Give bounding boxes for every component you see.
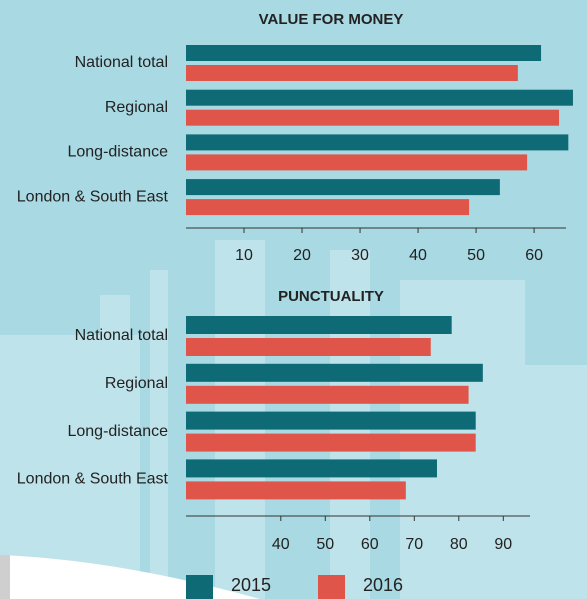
- legend-swatch: [186, 575, 213, 599]
- bar: [186, 433, 476, 452]
- bar: [186, 89, 573, 106]
- y-tick-label: Regional: [105, 375, 168, 392]
- y-tick-label: Long-distance: [67, 144, 168, 161]
- chart-title: PUNCTUALITY: [278, 288, 384, 305]
- y-tick-label: London & South East: [17, 188, 169, 205]
- chart-title: VALUE FOR MONEY: [259, 11, 404, 28]
- legend-label: 2015: [231, 575, 271, 595]
- decor-bar: [0, 555, 10, 599]
- bar: [186, 134, 569, 151]
- x-tick-label: 60: [525, 247, 543, 264]
- bar: [186, 459, 437, 478]
- x-tick-label: 70: [405, 536, 423, 553]
- bar: [186, 65, 518, 81]
- y-tick-label: Long-distance: [67, 423, 168, 440]
- y-tick-label: National total: [75, 54, 168, 71]
- bar: [186, 154, 528, 171]
- bar: [186, 363, 483, 382]
- x-tick-label: 10: [235, 247, 253, 264]
- x-tick-label: 30: [351, 247, 369, 264]
- x-tick-label: 40: [409, 247, 427, 264]
- y-tick-label: London & South East: [17, 471, 169, 488]
- y-tick-label: National total: [75, 327, 168, 344]
- bar: [186, 109, 560, 126]
- x-tick-label: 50: [467, 247, 485, 264]
- x-tick-label: 20: [293, 247, 311, 264]
- x-tick-label: 80: [450, 536, 468, 553]
- y-tick-label: Regional: [105, 99, 168, 116]
- bar: [186, 338, 431, 356]
- x-tick-label: 90: [494, 536, 512, 553]
- bar: [186, 411, 476, 430]
- x-tick-label: 60: [361, 536, 379, 553]
- bar: [186, 45, 542, 61]
- legend-label: 2016: [363, 575, 403, 595]
- x-tick-label: 50: [316, 536, 334, 553]
- bar: [186, 316, 452, 334]
- bar: [186, 179, 500, 196]
- bar: [186, 481, 406, 500]
- x-tick-label: 40: [272, 536, 290, 553]
- bar: [186, 199, 470, 216]
- legend-swatch: [318, 575, 345, 599]
- bar: [186, 385, 469, 404]
